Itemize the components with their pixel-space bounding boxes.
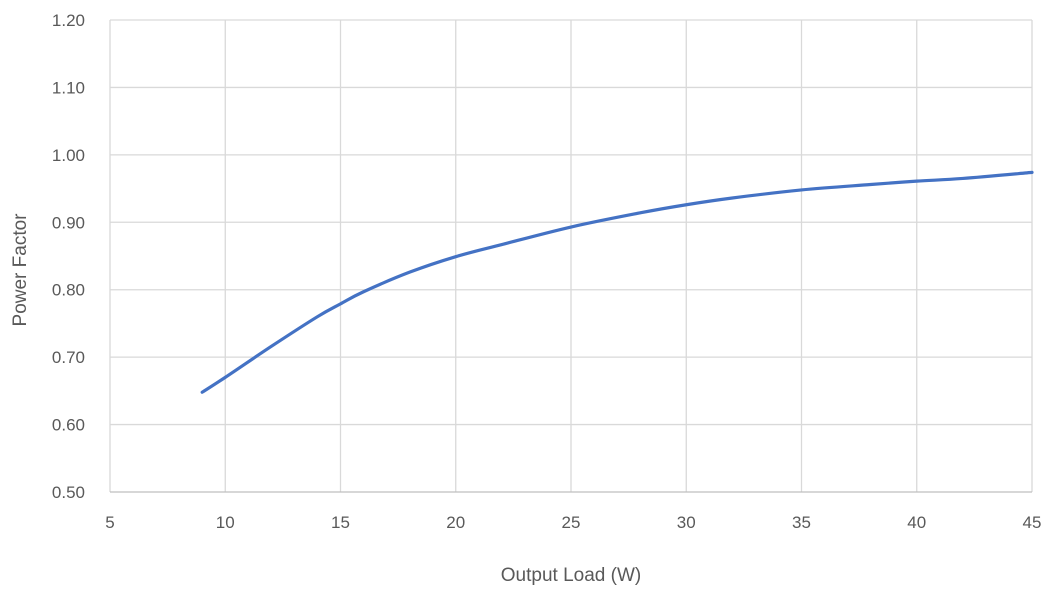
y-tick-label: 0.60 (52, 416, 85, 435)
x-tick-label: 15 (331, 513, 350, 532)
x-tick-label: 25 (562, 513, 581, 532)
x-tick-label: 30 (677, 513, 696, 532)
x-axis-title: Output Load (W) (501, 565, 641, 586)
x-tick-label: 20 (446, 513, 465, 532)
y-tick-label: 0.90 (52, 213, 85, 232)
x-tick-label: 40 (907, 513, 926, 532)
grid (109, 19, 1033, 492)
y-tick-label: 1.00 (52, 146, 85, 165)
y-axis-title: Power Factor (10, 213, 31, 327)
series-line (200, 170, 1034, 394)
y-tick-label: 0.50 (52, 483, 85, 502)
x-tick-label: 10 (216, 513, 235, 532)
x-tick-label: 5 (105, 513, 114, 532)
x-tick-label: 35 (792, 513, 811, 532)
y-tick-label: 1.10 (52, 78, 85, 97)
y-tick-label: 0.80 (52, 281, 85, 300)
tick-labels: 0.50 0.60 0.70 0.80 0.90 1.00 1.10 1.20 5 10 15 20 2… (52, 11, 1042, 532)
y-tick-label: 0.70 (52, 348, 85, 367)
series (200, 170, 1034, 394)
y-tick-label: 1.20 (52, 11, 85, 30)
x-tick-label: 45 (1023, 513, 1042, 532)
